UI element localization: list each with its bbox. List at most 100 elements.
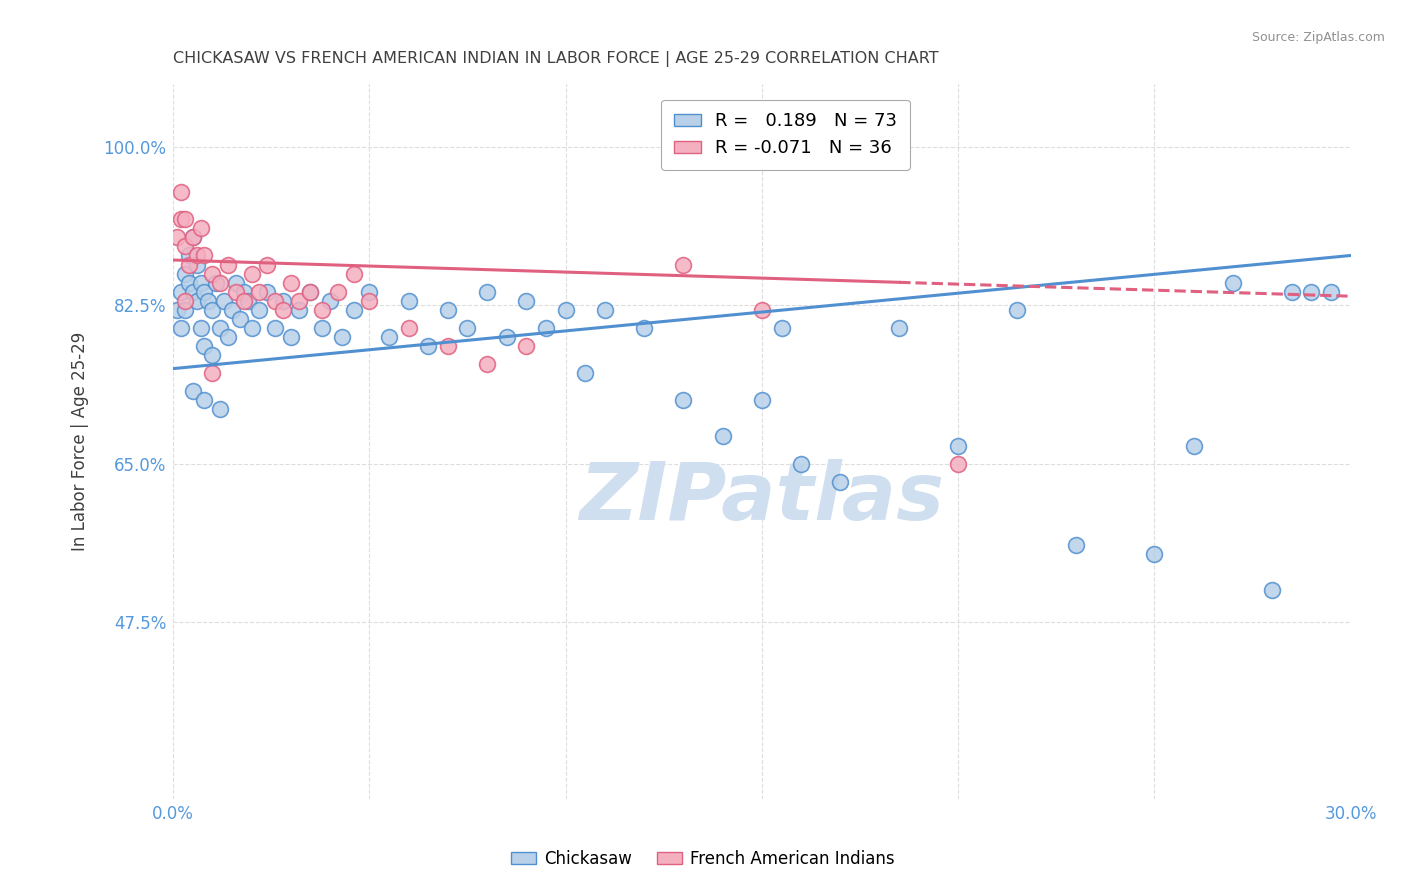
Point — [193, 393, 215, 408]
Point — [173, 267, 195, 281]
Point — [830, 475, 852, 489]
Point — [593, 302, 616, 317]
Point — [186, 293, 208, 308]
Point — [633, 321, 655, 335]
Point — [173, 239, 195, 253]
Point — [201, 267, 224, 281]
Point — [229, 311, 252, 326]
Point — [190, 276, 212, 290]
Point — [1005, 302, 1028, 317]
Point — [170, 185, 193, 199]
Point — [209, 402, 232, 417]
Point — [181, 230, 204, 244]
Point — [437, 339, 460, 353]
Point — [343, 267, 366, 281]
Point — [280, 276, 302, 290]
Point — [225, 276, 247, 290]
Point — [256, 285, 278, 299]
Point — [225, 285, 247, 299]
Point — [186, 248, 208, 262]
Point — [170, 321, 193, 335]
Point — [770, 321, 793, 335]
Point — [672, 393, 695, 408]
Point — [186, 258, 208, 272]
Y-axis label: In Labor Force | Age 25-29: In Labor Force | Age 25-29 — [72, 332, 89, 550]
Point — [193, 285, 215, 299]
Point — [475, 285, 498, 299]
Point — [170, 212, 193, 227]
Text: Source: ZipAtlas.com: Source: ZipAtlas.com — [1251, 31, 1385, 45]
Point — [177, 258, 200, 272]
Point — [240, 321, 263, 335]
Text: ZIPatlas: ZIPatlas — [579, 459, 945, 537]
Point — [271, 302, 294, 317]
Point — [299, 285, 322, 299]
Point — [534, 321, 557, 335]
Point — [190, 221, 212, 235]
Point — [249, 302, 271, 317]
Point — [181, 384, 204, 399]
Point — [177, 276, 200, 290]
Point — [343, 302, 366, 317]
Point — [193, 339, 215, 353]
Legend: R =   0.189   N = 73, R = -0.071   N = 36: R = 0.189 N = 73, R = -0.071 N = 36 — [661, 100, 910, 170]
Legend: Chickasaw, French American Indians: Chickasaw, French American Indians — [505, 844, 901, 875]
Point — [1064, 538, 1087, 552]
Point — [236, 293, 259, 308]
Point — [181, 230, 204, 244]
Point — [173, 212, 195, 227]
Point — [299, 285, 322, 299]
Point — [217, 258, 239, 272]
Text: CHICKASAW VS FRENCH AMERICAN INDIAN IN LABOR FORCE | AGE 25-29 CORRELATION CHART: CHICKASAW VS FRENCH AMERICAN INDIAN IN L… — [173, 51, 939, 67]
Point — [209, 321, 232, 335]
Point — [1261, 583, 1284, 598]
Point — [574, 366, 596, 380]
Point — [264, 321, 287, 335]
Point — [190, 321, 212, 335]
Point — [1182, 438, 1205, 452]
Point — [711, 429, 734, 443]
Point — [515, 339, 537, 353]
Point — [197, 293, 219, 308]
Point — [256, 258, 278, 272]
Point — [249, 285, 271, 299]
Point — [217, 330, 239, 344]
Point — [166, 302, 188, 317]
Point — [889, 321, 911, 335]
Point — [456, 321, 478, 335]
Point — [1301, 285, 1323, 299]
Point — [495, 330, 517, 344]
Point — [790, 457, 813, 471]
Point — [398, 293, 420, 308]
Point — [173, 293, 195, 308]
Point — [287, 293, 309, 308]
Point — [201, 302, 224, 317]
Point — [264, 293, 287, 308]
Point — [1143, 547, 1166, 561]
Point — [378, 330, 401, 344]
Point — [1222, 276, 1244, 290]
Point — [330, 330, 353, 344]
Point — [946, 457, 969, 471]
Point — [193, 248, 215, 262]
Point — [181, 285, 204, 299]
Point — [946, 438, 969, 452]
Point — [398, 321, 420, 335]
Point — [326, 285, 349, 299]
Point — [554, 302, 576, 317]
Point — [475, 357, 498, 371]
Point — [1320, 285, 1343, 299]
Point — [311, 321, 333, 335]
Point — [212, 293, 235, 308]
Point — [201, 366, 224, 380]
Point — [437, 302, 460, 317]
Point — [173, 302, 195, 317]
Point — [280, 330, 302, 344]
Point — [287, 302, 309, 317]
Point — [319, 293, 342, 308]
Point — [751, 302, 773, 317]
Point — [240, 267, 263, 281]
Point — [418, 339, 440, 353]
Point — [271, 293, 294, 308]
Point — [232, 285, 254, 299]
